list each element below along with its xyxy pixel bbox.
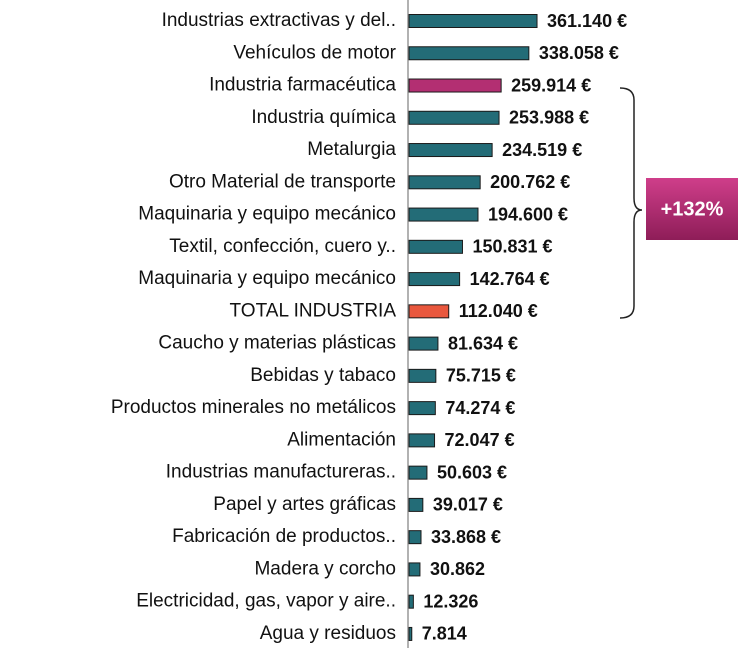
value-label: 200.762 € [490,172,570,192]
category-label: Productos minerales no metálicos [111,397,396,418]
value-label: 259.914 € [511,75,591,95]
category-label: Papel y artes gráficas [213,494,396,515]
value-label: 234.519 € [502,140,582,160]
value-label: 39.017 € [433,495,503,515]
bar [408,562,421,577]
value-label: 81.634 € [448,333,518,353]
annotation-box [646,178,738,240]
bar [408,336,439,351]
category-label: Metalurgia [307,139,396,160]
value-label: 253.988 € [509,108,589,128]
category-label: Fabricación de productos.. [172,526,396,547]
category-label: Textil, confección, cuero y.. [169,236,396,257]
category-label: Agua y residuos [260,623,396,644]
value-label: 338.058 € [539,43,619,63]
category-label: Bebidas y tabaco [250,365,396,386]
bar [408,46,530,61]
bar [408,626,413,641]
value-label: 361.140 € [547,11,627,31]
category-label: Vehículos de motor [233,42,396,63]
category-label: Madera y corcho [254,558,396,579]
value-label: 150.831 € [472,237,552,257]
value-label: 142.764 € [470,269,550,289]
value-label: 30.862 [430,559,485,579]
bar [408,530,422,545]
bar [408,594,414,609]
bar [408,272,461,287]
value-label: 50.603 € [437,462,507,482]
bar [408,239,463,254]
bar [408,14,538,28]
value-label: 75.715 € [446,366,516,386]
value-label: 112.040 € [459,301,538,321]
bar [408,433,436,448]
bar [408,368,437,383]
category-label: Industrias manufactureras.. [166,462,396,483]
category-label: Maquinaria y equipo mecánico [138,268,396,289]
bar [408,304,450,319]
value-label: 12.326 [423,591,478,611]
category-label: Caucho y materias plásticas [158,333,396,354]
category-label: Industria química [251,107,396,128]
value-label: 194.600 € [488,204,568,224]
category-label: Maquinaria y equipo mecánico [138,204,396,225]
bar [408,207,479,222]
bar [408,78,502,93]
bar [408,465,428,480]
value-label: 7.814 [422,624,467,644]
value-label: 74.274 € [445,398,515,418]
category-label: TOTAL INDUSTRIA [230,300,397,321]
value-label: 72.047 € [445,430,515,450]
bar [408,175,481,190]
bar [408,401,436,416]
bracket [619,87,643,319]
category-label: Electricidad, gas, vapor y aire.. [136,591,396,612]
value-label: 33.868 € [431,527,501,547]
bar [408,143,493,158]
category-label: Alimentación [287,429,396,450]
category-label: Industria farmacéutica [209,75,396,96]
category-label: Otro Material de transporte [169,171,396,192]
category-label: Industrias extractivas y del.. [162,10,396,31]
bar [408,497,424,512]
annotation: +132% [661,198,724,220]
bar [408,110,500,125]
